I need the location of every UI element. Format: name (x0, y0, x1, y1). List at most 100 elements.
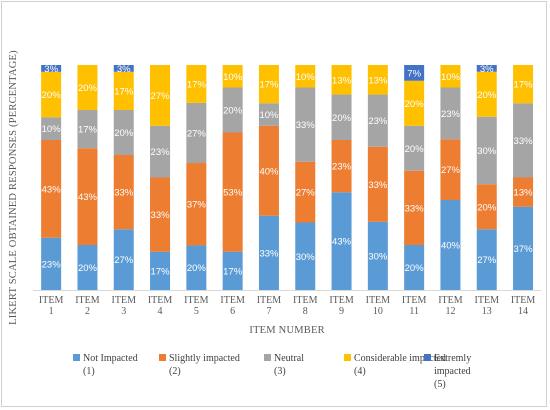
data-label-item-6-series-2: 53% (223, 188, 243, 199)
data-label-item-3-series-2: 33% (114, 188, 134, 199)
bar-segment-item-12-series-1 (440, 200, 461, 290)
legend-label-series-4: Considerable impacted (4) (354, 353, 446, 377)
data-label-item-12-series-4: 10% (441, 72, 461, 83)
data-label-item-2-series-2: 43% (78, 192, 98, 203)
bars-layer (41, 65, 534, 290)
bar-segment-item-2-series-4 (77, 65, 98, 110)
data-label-item-1-series-5: 3% (44, 64, 58, 75)
bar-segment-item-10-series-3 (367, 94, 388, 147)
data-label-item-1-series-3: 10% (42, 124, 62, 135)
bar-segment-item-10-series-2 (367, 146, 388, 222)
bar-segment-item-14-series-1 (513, 206, 534, 290)
bar-segment-item-1-series-3 (41, 117, 62, 140)
data-label-item-14-series-1: 37% (514, 244, 534, 255)
bar-segment-item-11-series-3 (404, 125, 425, 171)
x-tick-label-item-4: ITEM 4 (148, 295, 173, 317)
x-tick-label-item-8: ITEM 8 (293, 295, 318, 317)
data-label-item-1-series-2: 43% (42, 184, 62, 195)
bar-segment-item-3-series-4 (113, 71, 134, 110)
bar-segment-item-10-series-4 (367, 65, 388, 95)
legend-swatch-series-4 (344, 354, 351, 361)
data-label-item-8-series-2: 27% (296, 188, 316, 199)
data-label-item-13-series-1: 27% (477, 255, 497, 266)
bar-segment-item-2-series-1 (77, 245, 98, 290)
data-label-item-3-series-5: 3% (117, 64, 131, 75)
data-label-item-10-series-1: 30% (368, 251, 388, 262)
x-tick-label-item-12: ITEM 12 (438, 295, 463, 317)
data-label-item-7-series-1: 33% (259, 248, 279, 259)
bar-segment-item-5-series-3 (186, 102, 207, 164)
bar-segment-item-9-series-3 (331, 94, 352, 140)
bar-segment-item-14-series-3 (513, 103, 534, 178)
bar-segment-item-8-series-1 (295, 222, 316, 290)
x-tick-label-item-9: ITEM 9 (329, 295, 354, 317)
data-label-item-10-series-3: 23% (368, 116, 388, 127)
x-tick-label-item-7: ITEM 7 (257, 295, 282, 317)
bar-segment-item-6-series-3 (222, 87, 243, 133)
bar-segment-item-14-series-4 (513, 65, 534, 104)
bar-segment-item-9-series-2 (331, 140, 352, 193)
bar-segment-item-8-series-3 (295, 87, 316, 162)
segment-labels-layer: 23% 43% 10% 20% 3% 20% 43% 17% 20% 27% 33% 20% 17% 3%… (42, 64, 533, 278)
bar-segment-item-7-series-1 (258, 215, 279, 290)
data-label-item-12-series-1: 40% (441, 241, 461, 252)
legend-swatch-series-1 (73, 354, 80, 361)
data-label-item-8-series-3: 33% (296, 120, 316, 131)
data-label-item-14-series-3: 33% (514, 136, 534, 147)
data-label-item-10-series-4: 13% (368, 75, 388, 86)
data-label-item-4-series-2: 33% (151, 210, 171, 221)
data-label-item-2-series-4: 20% (78, 83, 98, 94)
bar-segment-item-14-series-2 (513, 177, 534, 207)
data-label-item-11-series-2: 33% (405, 203, 425, 214)
data-label-item-2-series-1: 20% (78, 263, 98, 274)
x-tick-label-item-14: ITEM 14 (511, 295, 536, 317)
data-label-item-7-series-4: 17% (259, 80, 279, 91)
legend-swatch-series-2 (159, 354, 166, 361)
bar-segment-item-12-series-3 (440, 87, 461, 140)
bar-segment-item-3-series-5 (113, 65, 134, 72)
data-label-item-13-series-4: 20% (477, 90, 497, 101)
data-label-item-5-series-1: 20% (187, 263, 207, 274)
x-tick-label-item-6: ITEM 6 (220, 295, 245, 317)
data-label-item-9-series-3: 20% (332, 113, 352, 124)
data-label-item-3-series-4: 17% (114, 86, 134, 97)
bar-segment-item-5-series-2 (186, 163, 207, 246)
x-axis-title: ITEM NUMBER (249, 325, 324, 336)
bar-segment-item-2-series-2 (77, 148, 98, 245)
bar-segment-item-11-series-2 (404, 170, 425, 245)
bar-segment-item-13-series-2 (476, 184, 497, 230)
y-axis-title: LIKERT SCALE OBTAINED RESPONSES (PERCENT… (8, 50, 19, 325)
data-label-item-5-series-3: 27% (187, 128, 207, 139)
data-label-item-14-series-4: 17% (514, 80, 534, 91)
legend-swatch-series-3 (264, 354, 271, 361)
bar-segment-item-9-series-4 (331, 65, 352, 95)
bar-segment-item-11-series-5 (404, 65, 425, 81)
data-label-item-11-series-3: 20% (405, 144, 425, 155)
data-label-item-9-series-2: 23% (332, 162, 352, 173)
bar-segment-item-3-series-3 (113, 110, 134, 155)
bar-segment-item-13-series-4 (476, 71, 497, 117)
bar-segment-item-4-series-1 (150, 251, 171, 290)
data-label-item-4-series-3: 23% (151, 147, 171, 158)
bar-segment-item-3-series-2 (113, 155, 134, 230)
bar-segment-item-13-series-3 (476, 116, 497, 185)
data-label-item-13-series-2: 20% (477, 202, 497, 213)
x-tick-label-item-1: ITEM 1 (39, 295, 64, 317)
data-label-item-11-series-5: 7% (407, 68, 421, 79)
bar-segment-item-5-series-1 (186, 245, 207, 290)
legend-swatch-series-5 (424, 354, 431, 361)
x-tick-label-item-10: ITEM 10 (366, 295, 391, 317)
legend-label-series-5: Extremly impacted (5) (434, 353, 471, 390)
data-label-item-1-series-4: 20% (42, 90, 62, 101)
data-label-item-10-series-2: 33% (368, 180, 388, 191)
bar-segment-item-11-series-1 (404, 245, 425, 290)
bar-segment-item-1-series-4 (41, 71, 62, 118)
bar-segment-item-4-series-2 (150, 177, 171, 252)
bar-segment-item-8-series-2 (295, 161, 316, 223)
data-label-item-8-series-4: 10% (296, 72, 316, 83)
data-label-item-6-series-4: 10% (223, 72, 243, 83)
bar-segment-item-10-series-1 (367, 221, 388, 290)
data-label-item-3-series-1: 27% (114, 255, 134, 266)
data-label-item-9-series-1: 43% (332, 237, 352, 248)
data-label-item-12-series-2: 27% (441, 165, 461, 176)
